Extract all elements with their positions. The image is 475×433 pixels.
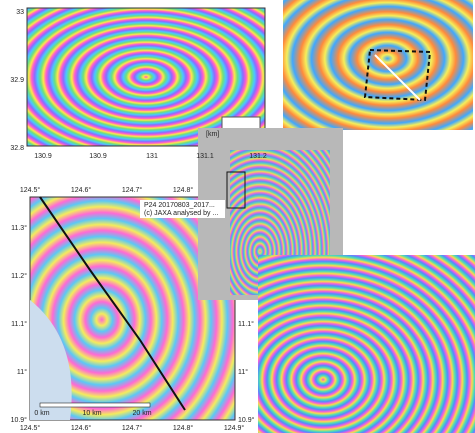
x-label: 124.7°: [122, 186, 143, 194]
caption-box: [140, 200, 225, 218]
sea: [30, 300, 72, 420]
x-label: 130.9: [34, 153, 52, 160]
y-label: 10.9°: [11, 416, 28, 424]
y-label: 11.1°: [11, 320, 27, 328]
y-label: 11.3°: [11, 224, 27, 232]
y-label: 11°: [17, 368, 27, 376]
y-label: 32.8: [10, 145, 24, 152]
focus-box: [226, 171, 246, 209]
scale-label: 10 km: [82, 410, 101, 417]
x-label: 131: [146, 153, 158, 160]
scale-label: 20 km: [132, 410, 151, 417]
x-label: 124.6°: [71, 424, 92, 432]
x-label: 130.9: [89, 153, 107, 160]
x-label: 124.6°: [71, 186, 92, 194]
x-label: 124.8°: [173, 186, 194, 194]
y-label: 10.9°: [238, 416, 255, 424]
interferogram: [283, 0, 473, 130]
caption: P24 20170803_2017...: [144, 202, 215, 209]
scale-bar: [39, 402, 151, 408]
unit-label: [km]: [206, 131, 219, 138]
profile-line: [374, 54, 421, 101]
y-label: 33: [16, 9, 24, 16]
fault-box: [363, 48, 432, 102]
x-label: 124.5°: [20, 424, 41, 432]
x-label: 124.9°: [224, 424, 245, 432]
x-label: 131.2: [249, 153, 267, 160]
x-label: 124.5°: [20, 186, 41, 194]
x-label: 131.1: [196, 153, 214, 160]
y-label: 32.9: [10, 77, 24, 84]
x-label: 124.7°: [122, 424, 143, 432]
y-label: 11.1°: [238, 320, 254, 328]
y-label: 11.2°: [11, 272, 27, 280]
y-label: 11°: [238, 368, 248, 376]
fault-line: [39, 196, 186, 411]
interferogram: [258, 255, 475, 433]
x-label: 124.8°: [173, 424, 194, 432]
scale-label: 0 km: [34, 410, 49, 417]
caption: (c) JAXA analysed by ...: [144, 210, 218, 217]
